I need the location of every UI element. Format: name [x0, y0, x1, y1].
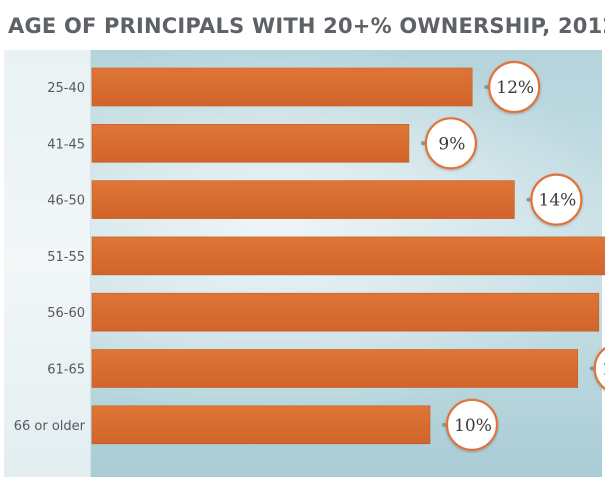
bar	[91, 67, 473, 107]
bar-group: 56-6018%	[47, 292, 600, 332]
category-label: 46-50	[47, 194, 85, 209]
bar	[91, 124, 410, 163]
bar-group: 41-45 9%	[47, 117, 477, 170]
value-label: 12%	[496, 78, 534, 98]
badge-circle	[424, 117, 477, 170]
category-label: 56-60	[47, 306, 85, 321]
value-badge	[529, 173, 583, 226]
value-label: 14%	[539, 191, 577, 211]
connector-dot	[526, 197, 531, 202]
bar	[91, 405, 431, 445]
badge-circle	[488, 60, 541, 114]
bar-group: 66 or older 10%	[14, 398, 499, 451]
bar	[91, 180, 515, 219]
category-label: 41-45	[47, 137, 85, 152]
badge-circle	[530, 173, 583, 226]
bar	[91, 236, 605, 276]
value-label: 10%	[454, 416, 492, 436]
value-badge	[444, 398, 499, 451]
bar-group: 46-50 14%	[47, 173, 583, 226]
value-label: 9%	[438, 134, 465, 154]
bar	[91, 349, 579, 388]
category-label: 51-55	[47, 250, 85, 265]
connector-dot	[484, 85, 489, 89]
bar-group: 61-65 17%	[47, 346, 605, 391]
value-label: 17%	[602, 360, 605, 380]
category-label: 61-65	[47, 363, 85, 378]
bar	[91, 292, 600, 332]
bar-group: 25-40 12%	[47, 60, 541, 114]
value-badge	[487, 60, 541, 114]
category-label: 66 or older	[14, 419, 86, 434]
badge-seam	[534, 192, 540, 208]
category-label-column	[4, 50, 91, 477]
badge-seam	[428, 135, 434, 151]
badge-circle	[445, 398, 499, 451]
connector-dot	[420, 141, 425, 146]
value-badge	[592, 346, 605, 391]
category-label: 25-40	[47, 81, 85, 96]
badge-seam	[597, 361, 603, 376]
value-badge	[423, 117, 477, 170]
connector-dot	[442, 422, 446, 427]
badge-seam	[450, 417, 455, 433]
bar-group: 51-5520%	[47, 236, 605, 276]
connector-dot	[589, 366, 594, 371]
badge-seam	[492, 79, 498, 95]
chart-title: AGE OF PRINCIPALS WITH 20+% OWNERSHIP, 2…	[8, 14, 605, 38]
